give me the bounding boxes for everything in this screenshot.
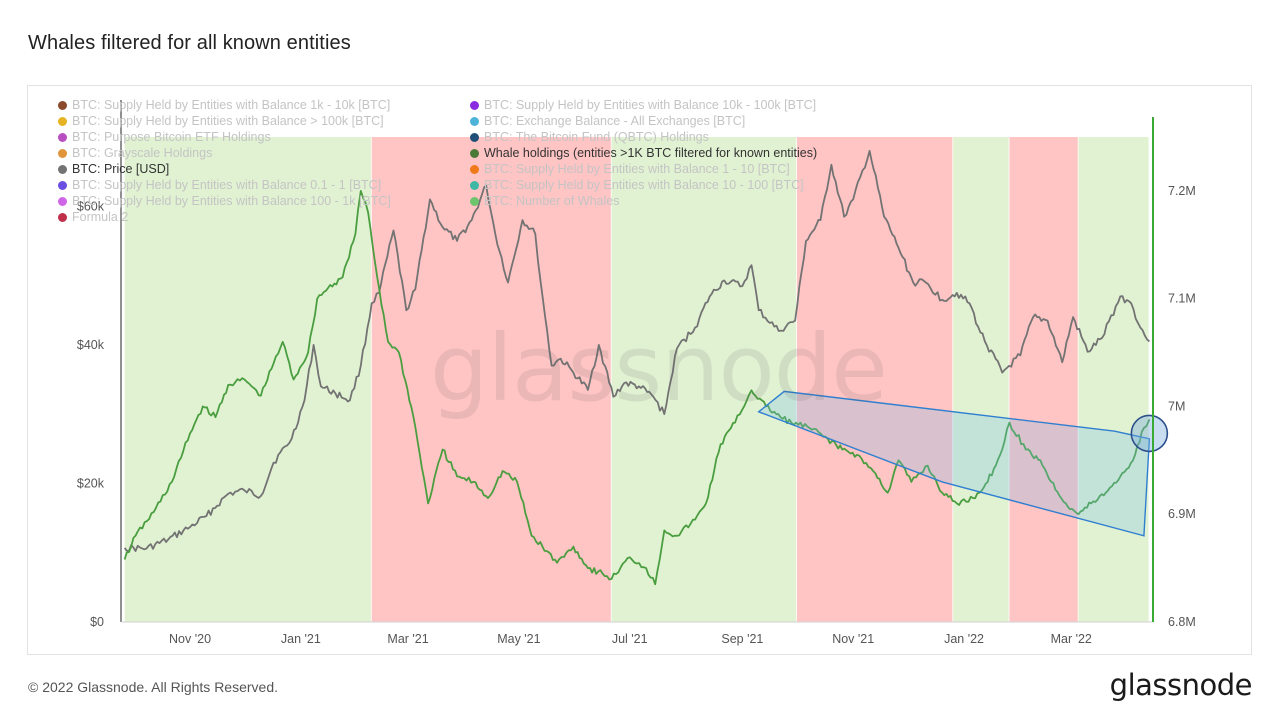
legend-left: BTC: Supply Held by Entities with Balanc… (58, 97, 391, 225)
y-right-tick-label: 7.1M (1168, 292, 1196, 306)
legend-label: BTC: Price [USD] (72, 162, 170, 176)
copyright: © 2022 Glassnode. All Rights Reserved. (28, 679, 279, 695)
tick-labels: $0 $20k $40k $60k 6.8M 6.9M 7M 7.1M 7.2M Nov '20 J… (77, 184, 1196, 646)
legend-item[interactable]: BTC: Supply Held by Entities with Balanc… (58, 97, 391, 113)
chart-title: Whales filtered for all known entities (28, 32, 351, 54)
legend-item[interactable]: BTC: Supply Held by Entities with Balanc… (58, 177, 391, 193)
legend-label: BTC: Supply Held by Entities with Balanc… (72, 178, 382, 192)
shaded-period (796, 137, 954, 622)
y-left-tick-label: $60k (77, 199, 105, 213)
legend-label: BTC: Purpose Bitcoin ETF Holdings (72, 130, 271, 144)
legend-dot-icon (58, 148, 67, 158)
y-left-tick-label: $40k (77, 338, 105, 352)
legend-label: BTC: Supply Held by Entities with Balanc… (484, 178, 804, 192)
chart-panel (27, 85, 1252, 655)
legend-label: BTC: Supply Held by Entities with Balanc… (484, 162, 790, 176)
legend-label: BTC: Supply Held by Entities with Balanc… (484, 98, 817, 112)
legend-dot-icon (470, 164, 479, 174)
x-tick-label: Jan '21 (281, 632, 321, 646)
legend-dot-icon (470, 180, 479, 190)
annotations (757, 390, 1169, 537)
shaded-periods (124, 137, 1151, 622)
legend-item[interactable]: BTC: The Bitcoin Fund (QBTC) Holdings (470, 129, 817, 145)
legend-item[interactable]: BTC: Supply Held by Entities with Balanc… (58, 193, 391, 209)
legend-label: BTC: Number of Whales (484, 194, 620, 208)
legend-dot-icon (470, 132, 479, 142)
legend-dot-icon (58, 180, 67, 190)
shaded-period (1009, 137, 1079, 622)
y-right-tick-label: 6.8M (1168, 615, 1196, 629)
shaded-period (371, 137, 612, 622)
axes (120, 100, 1154, 623)
y-right-tick-label: 7M (1168, 399, 1185, 413)
legend-dot-icon (470, 196, 479, 206)
x-tick-label: Mar '21 (387, 632, 428, 646)
legend-right: BTC: Supply Held by Entities with Balanc… (470, 97, 817, 209)
legend-item[interactable]: BTC: Supply Held by Entities with Balanc… (470, 161, 817, 177)
legend-label: BTC: Supply Held by Entities with Balanc… (72, 114, 384, 128)
x-tick-label: Jul '21 (612, 632, 648, 646)
legend-dot-icon (58, 116, 67, 126)
x-tick-label: Mar '22 (1051, 632, 1092, 646)
legend-item[interactable]: Formula 2 (58, 209, 391, 225)
legend-dot-icon (58, 132, 67, 142)
legend-item[interactable]: BTC: Price [USD] (58, 161, 391, 177)
legend-item[interactable]: BTC: Supply Held by Entities with Balanc… (58, 113, 391, 129)
x-tick-label: May '21 (497, 632, 540, 646)
legend-dot-icon (470, 100, 479, 110)
brand-logo[interactable]: glassnode (1109, 668, 1253, 702)
legend-label: BTC: Supply Held by Entities with Balanc… (72, 98, 391, 112)
legend-item[interactable]: BTC: Grayscale Holdings (58, 145, 391, 161)
price-series-line (123, 149, 1150, 552)
x-tick-label: Nov '20 (169, 632, 211, 646)
legend-item[interactable]: BTC: Supply Held by Entities with Balanc… (470, 177, 817, 193)
legend-item[interactable]: Whale holdings (entities >1K BTC filtere… (470, 145, 817, 161)
y-left-tick-label: $0 (90, 615, 104, 629)
y-right-tick-label: 7.2M (1168, 184, 1196, 198)
legend-item[interactable]: BTC: Exchange Balance - All Exchanges [B… (470, 113, 817, 129)
trend-channel (757, 390, 1151, 537)
legend-label: Whale holdings (entities >1K BTC filtere… (484, 146, 818, 160)
legend-dot-icon (58, 212, 67, 222)
shaded-period (953, 137, 1010, 622)
legend-dot-icon (470, 148, 479, 158)
legend-dot-icon (58, 100, 67, 110)
legend-label: Formula 2 (72, 210, 129, 224)
legend-dot-icon (58, 164, 67, 174)
shaded-period (1078, 137, 1150, 622)
shaded-period (611, 137, 797, 622)
y-right-tick-label: 6.9M (1168, 507, 1196, 521)
highlight-circle (1130, 414, 1169, 453)
legend-item[interactable]: BTC: Purpose Bitcoin ETF Holdings (58, 129, 391, 145)
legend-item[interactable]: BTC: Supply Held by Entities with Balanc… (470, 97, 817, 113)
legend-dot-icon (58, 196, 67, 206)
legend-label: BTC: The Bitcoin Fund (QBTC) Holdings (484, 130, 709, 144)
y-left-tick-label: $20k (77, 476, 105, 490)
legend-item[interactable]: BTC: Number of Whales (470, 193, 817, 209)
x-tick-label: Jan '22 (944, 632, 984, 646)
legend-label: BTC: Supply Held by Entities with Balanc… (72, 194, 391, 208)
legend-label: BTC: Exchange Balance - All Exchanges [B… (484, 114, 746, 128)
legend-dot-icon (470, 116, 479, 126)
legend-label: BTC: Grayscale Holdings (72, 146, 213, 160)
x-tick-label: Sep '21 (721, 632, 763, 646)
x-tick-label: Nov '21 (832, 632, 874, 646)
